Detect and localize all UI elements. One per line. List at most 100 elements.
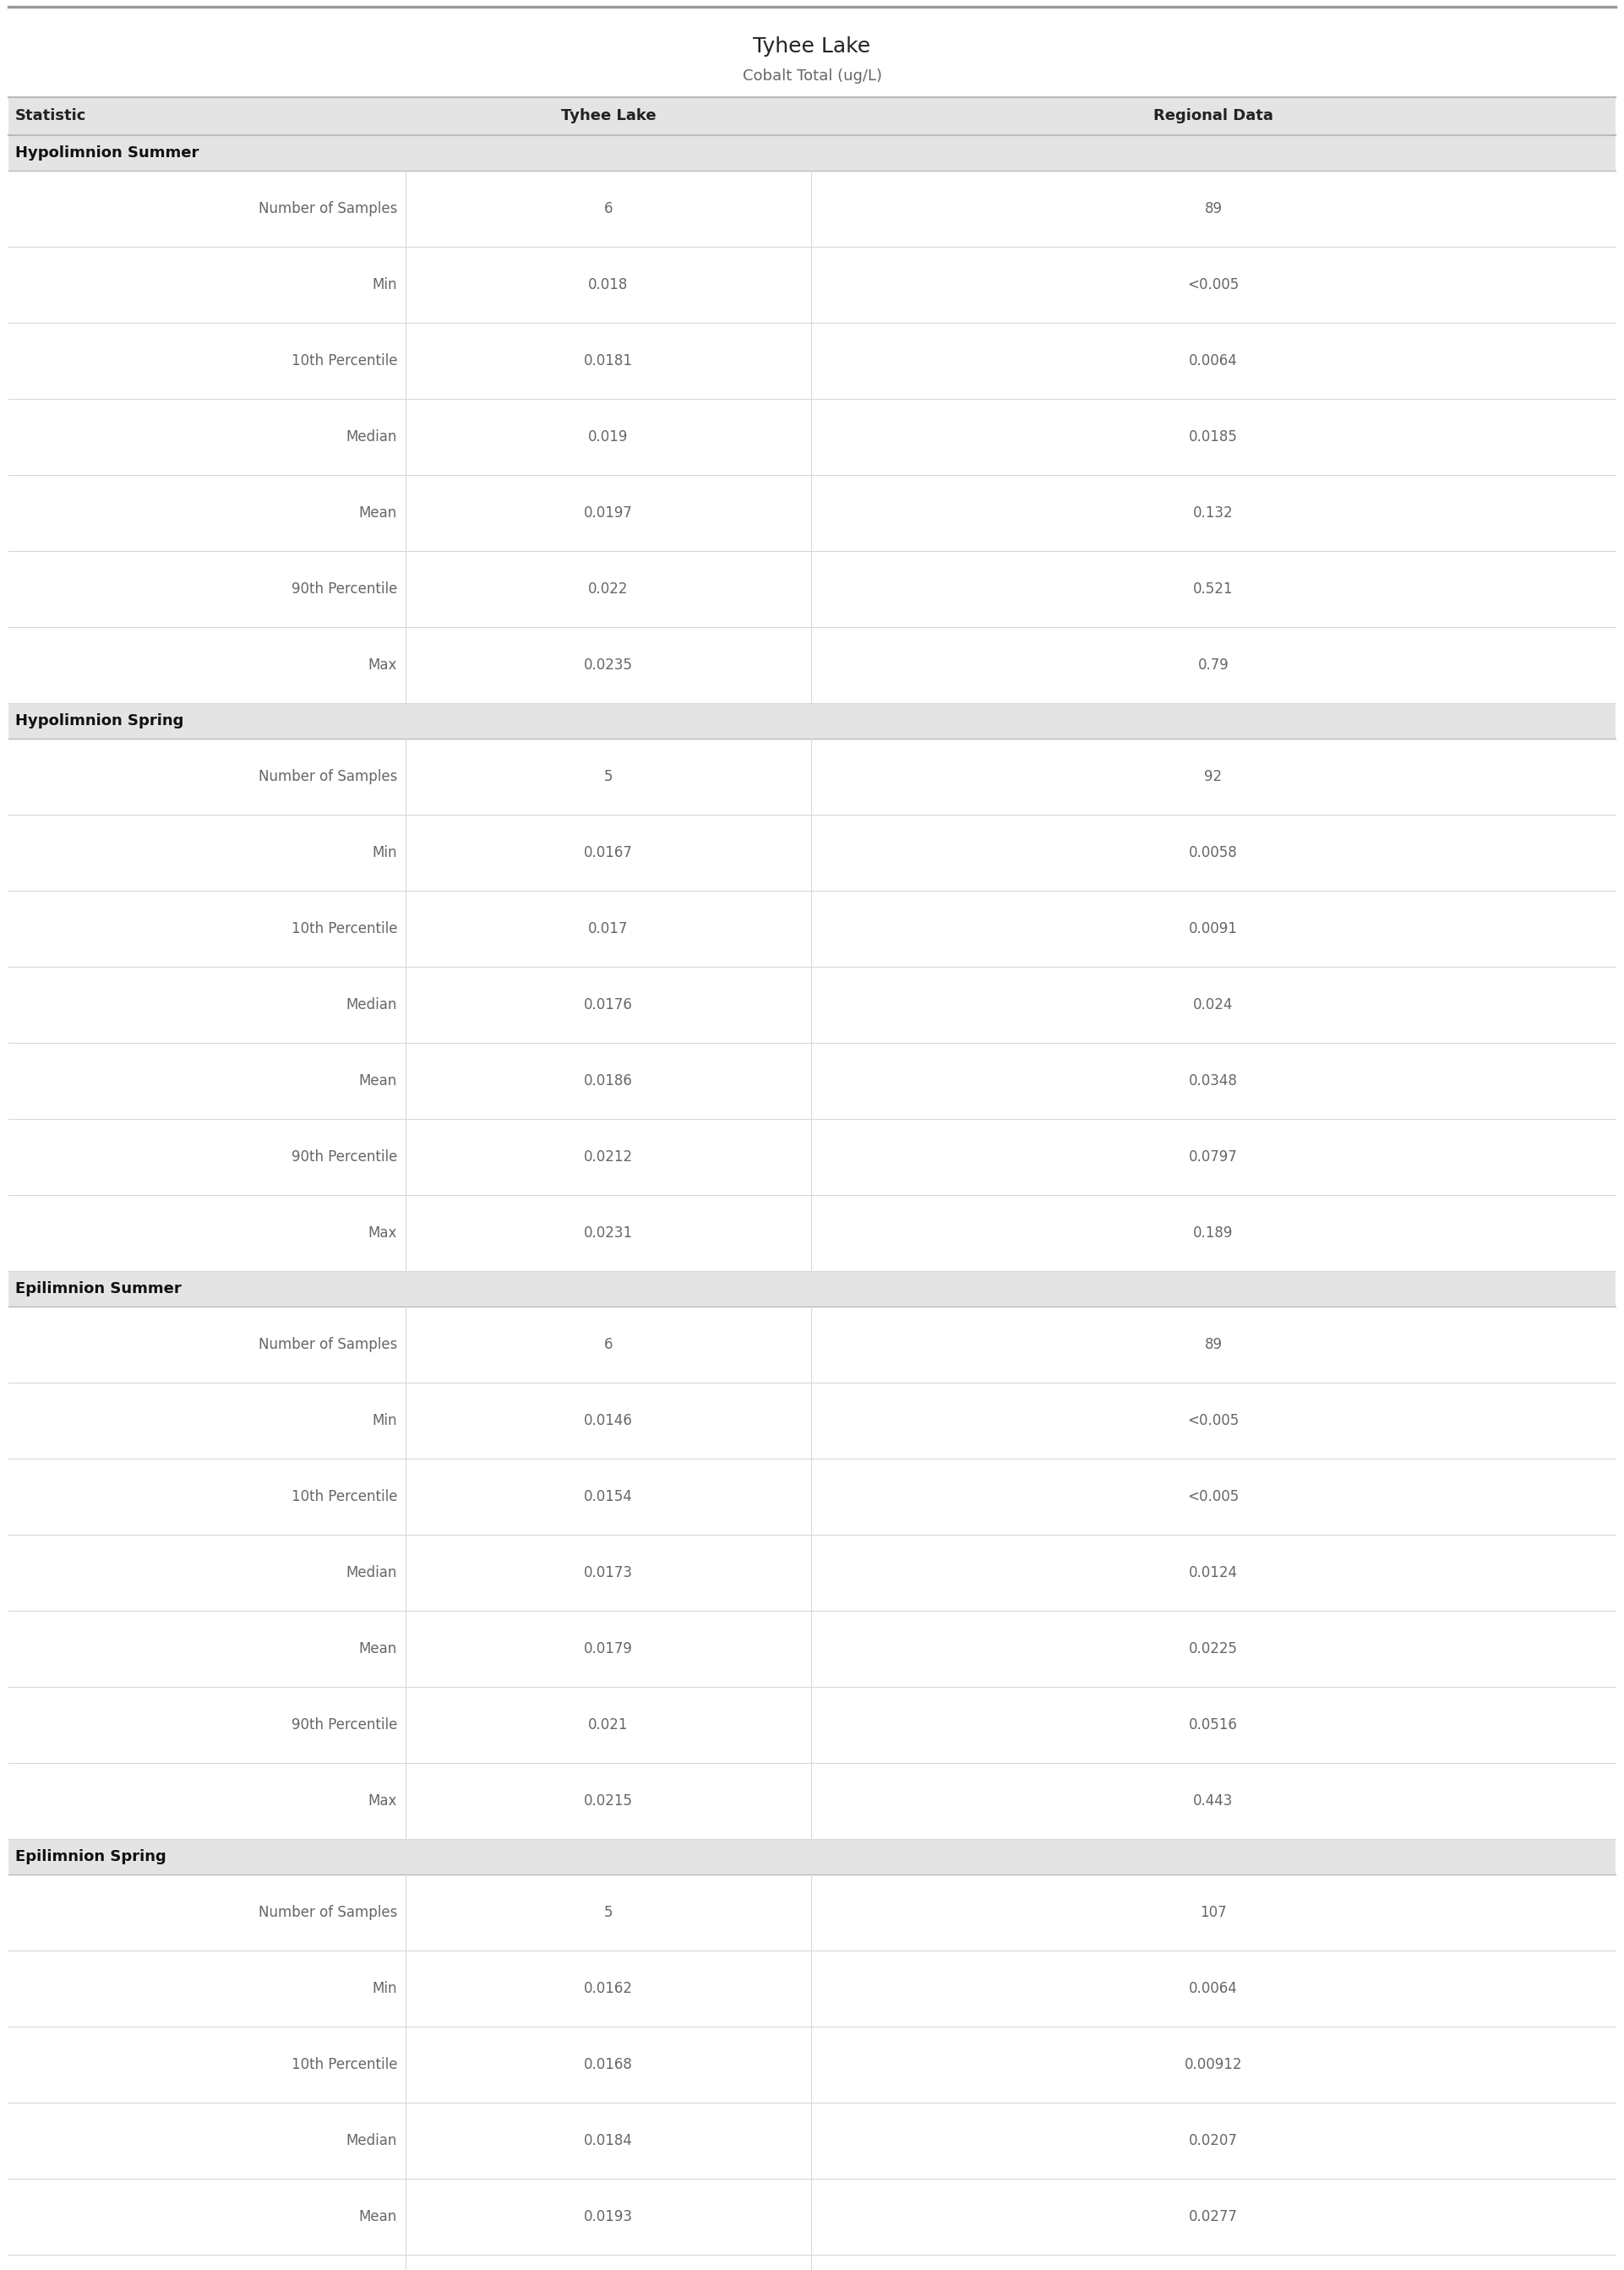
Text: <0.005: <0.005 — [1187, 1412, 1239, 1428]
Text: 90th Percentile: 90th Percentile — [291, 1149, 398, 1165]
Bar — [8, 1875, 1616, 1950]
Text: 0.019: 0.019 — [588, 429, 628, 445]
Text: 0.132: 0.132 — [1194, 506, 1234, 520]
Bar — [8, 136, 1616, 170]
Text: 0.0184: 0.0184 — [585, 2134, 633, 2147]
Text: Median: Median — [346, 1566, 398, 1580]
Text: 0.189: 0.189 — [1194, 1226, 1233, 1242]
Text: 0.0186: 0.0186 — [585, 1074, 633, 1090]
Text: 0.024: 0.024 — [1194, 997, 1233, 1012]
Text: 0.0168: 0.0168 — [585, 2057, 633, 2073]
Text: Number of Samples: Number of Samples — [258, 770, 398, 783]
Text: Min: Min — [372, 1412, 398, 1428]
Text: Tyhee Lake: Tyhee Lake — [754, 36, 870, 57]
Bar — [8, 1839, 1616, 1875]
Bar — [8, 170, 1616, 247]
Bar — [8, 1308, 1616, 1382]
Text: 90th Percentile: 90th Percentile — [291, 581, 398, 597]
Text: 5: 5 — [604, 770, 612, 783]
Bar — [8, 2179, 1616, 2254]
Text: 5: 5 — [604, 1905, 612, 1920]
Text: Hypolimnion Summer: Hypolimnion Summer — [15, 145, 198, 161]
Bar — [8, 704, 1616, 738]
Text: Epilimnion Spring: Epilimnion Spring — [15, 1850, 166, 1864]
Text: 0.521: 0.521 — [1194, 581, 1233, 597]
Bar — [8, 1950, 1616, 2027]
Bar — [8, 2027, 1616, 2102]
Bar — [8, 1042, 1616, 1119]
Text: 0.0185: 0.0185 — [1189, 429, 1237, 445]
Text: 0.0207: 0.0207 — [1189, 2134, 1237, 2147]
Text: 0.0173: 0.0173 — [585, 1566, 633, 1580]
Bar — [8, 1271, 1616, 1308]
Text: 0.021: 0.021 — [588, 1718, 628, 1732]
Text: 6: 6 — [604, 202, 612, 216]
Bar — [8, 400, 1616, 474]
Text: 0.0197: 0.0197 — [585, 506, 633, 520]
Text: Max: Max — [369, 1793, 398, 1809]
Text: Mean: Mean — [359, 1074, 398, 1090]
Bar — [8, 474, 1616, 552]
Text: 0.0277: 0.0277 — [1189, 2209, 1237, 2225]
Bar — [8, 627, 1616, 704]
Text: Min: Min — [372, 277, 398, 293]
Text: 0.0146: 0.0146 — [585, 1412, 633, 1428]
Text: Median: Median — [346, 997, 398, 1012]
Text: Number of Samples: Number of Samples — [258, 1337, 398, 1353]
Bar — [8, 967, 1616, 1042]
Bar — [8, 247, 1616, 322]
Text: 10th Percentile: 10th Percentile — [291, 1489, 398, 1505]
Text: 0.0058: 0.0058 — [1189, 844, 1237, 860]
Text: Mean: Mean — [359, 1641, 398, 1657]
Text: 0.0231: 0.0231 — [583, 1226, 633, 1242]
Text: 0.0154: 0.0154 — [585, 1489, 633, 1505]
Bar — [8, 2254, 1616, 2270]
Bar — [8, 890, 1616, 967]
Text: Tyhee Lake: Tyhee Lake — [560, 109, 656, 125]
Text: <0.005: <0.005 — [1187, 277, 1239, 293]
Text: Epilimnion Summer: Epilimnion Summer — [15, 1280, 182, 1296]
Bar — [8, 552, 1616, 627]
Text: 89: 89 — [1205, 1337, 1223, 1353]
Text: 6: 6 — [604, 1337, 612, 1353]
Text: 10th Percentile: 10th Percentile — [291, 2057, 398, 2073]
Text: 10th Percentile: 10th Percentile — [291, 922, 398, 938]
Text: 10th Percentile: 10th Percentile — [291, 354, 398, 368]
Text: Max: Max — [369, 1226, 398, 1242]
Text: 0.0176: 0.0176 — [585, 997, 633, 1012]
Text: 0.0215: 0.0215 — [585, 1793, 633, 1809]
Text: Max: Max — [369, 658, 398, 672]
Bar — [8, 1535, 1616, 1612]
Text: 0.0167: 0.0167 — [585, 844, 633, 860]
Text: Mean: Mean — [359, 506, 398, 520]
Text: 0.0797: 0.0797 — [1189, 1149, 1237, 1165]
Text: <0.005: <0.005 — [1187, 1489, 1239, 1505]
Text: 0.0212: 0.0212 — [583, 1149, 633, 1165]
Text: Mean: Mean — [359, 2209, 398, 2225]
Text: 92: 92 — [1205, 770, 1223, 783]
Text: Hypolimnion Spring: Hypolimnion Spring — [15, 713, 184, 729]
Text: Median: Median — [346, 429, 398, 445]
Text: 0.0124: 0.0124 — [1189, 1566, 1237, 1580]
Bar — [8, 1687, 1616, 1764]
Text: 0.0064: 0.0064 — [1189, 354, 1237, 368]
Text: Median: Median — [346, 2134, 398, 2147]
Text: Min: Min — [372, 1982, 398, 1995]
Text: Min: Min — [372, 844, 398, 860]
Text: Number of Samples: Number of Samples — [258, 1905, 398, 1920]
Text: 0.00912: 0.00912 — [1184, 2057, 1242, 2073]
Text: 90th Percentile: 90th Percentile — [291, 1718, 398, 1732]
Text: Number of Samples: Number of Samples — [258, 202, 398, 216]
Text: Regional Data: Regional Data — [1153, 109, 1273, 125]
Text: 107: 107 — [1200, 1905, 1226, 1920]
Text: 0.0162: 0.0162 — [585, 1982, 633, 1995]
Bar — [8, 322, 1616, 400]
Bar — [8, 738, 1616, 815]
Bar — [8, 1382, 1616, 1460]
Text: 0.022: 0.022 — [588, 581, 628, 597]
Bar — [8, 815, 1616, 890]
Bar — [8, 1460, 1616, 1535]
Bar — [8, 1612, 1616, 1687]
Text: Statistic: Statistic — [15, 109, 86, 125]
Text: 0.79: 0.79 — [1199, 658, 1229, 672]
